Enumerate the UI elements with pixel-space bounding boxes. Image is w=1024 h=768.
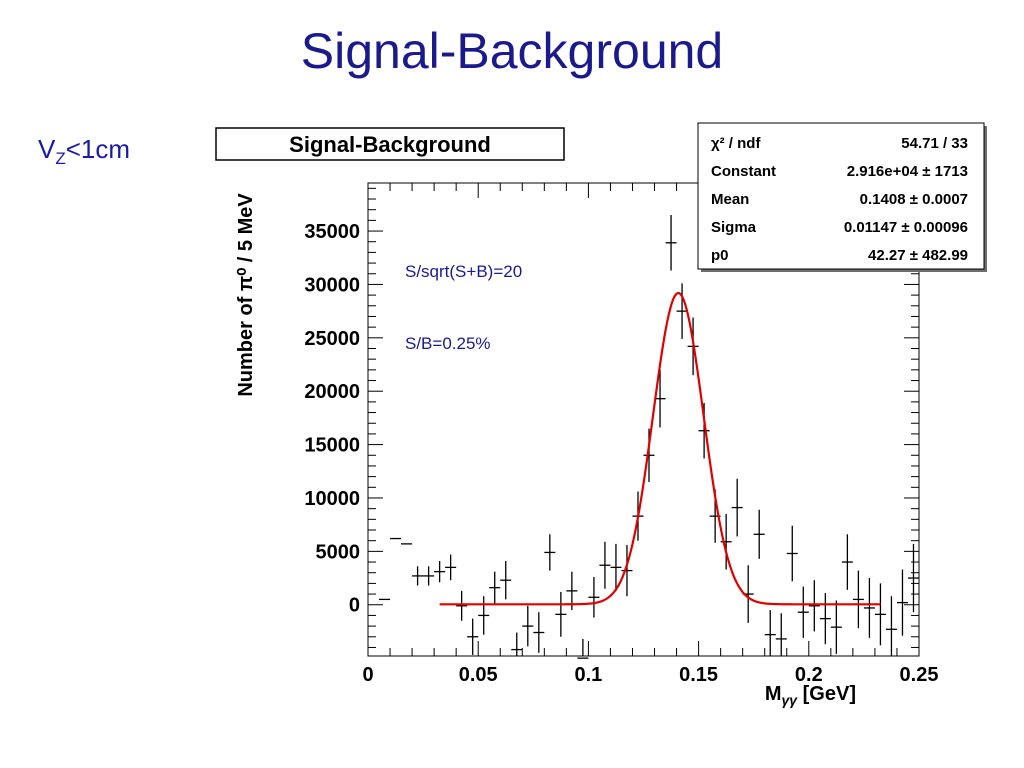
data-point xyxy=(434,560,446,583)
stats-value: 0.1408 ± 0.0007 xyxy=(860,191,968,208)
stats-value: 0.01147 ± 0.00096 xyxy=(844,219,968,236)
x-tick-label: 0.05 xyxy=(459,664,498,686)
data-point xyxy=(731,478,743,537)
histogram-title-frame xyxy=(215,127,565,161)
y-tick-label: 5000 xyxy=(316,541,361,563)
data-point xyxy=(445,554,457,581)
data-point xyxy=(665,215,677,271)
y-tick-label: 10000 xyxy=(304,488,360,510)
data-point xyxy=(841,534,853,590)
data-point xyxy=(830,600,842,654)
data-point xyxy=(555,591,567,637)
data-point xyxy=(478,596,490,635)
data-point xyxy=(885,596,897,656)
x-axis: 0 0.05 0.1 0.15 0.2 0.25 xyxy=(362,183,938,686)
data-point xyxy=(544,534,556,571)
data-point xyxy=(764,610,776,656)
stats-label: Mean xyxy=(711,191,749,208)
x-tick-label: 0.1 xyxy=(574,664,602,686)
y-axis: 0 5000 10000 15000 20000 25000 30000 35000 xyxy=(304,187,919,648)
y-tick-label: 0 xyxy=(349,595,360,617)
stats-value: 54.71 / 33 xyxy=(901,135,968,152)
fit-stats-box: χ² / ndf 54.71 / 33 Constant 2.916e+04 ± 17… xyxy=(697,122,987,272)
data-point xyxy=(610,543,622,591)
stats-label: p0 xyxy=(711,247,729,264)
x-tick-label: 0.25 xyxy=(900,664,939,686)
data-point xyxy=(533,612,545,653)
vz-main: V xyxy=(38,134,56,164)
data-point xyxy=(412,566,424,586)
x-axis-label: Mγγ [GeV] xyxy=(765,683,856,708)
data-point xyxy=(896,569,908,636)
y-tick-label: 15000 xyxy=(304,435,360,457)
y-axis-label: Number of π⁰ / 5 MeV xyxy=(235,193,257,397)
data-point xyxy=(456,590,468,621)
data-point xyxy=(489,571,501,604)
x-tick-label: 0.15 xyxy=(679,664,718,686)
histogram-title-box: Signal-Background xyxy=(215,127,565,161)
data-point xyxy=(522,605,534,647)
vz-cut-label: VZ<1cm xyxy=(38,134,130,169)
annotation-significance: S/sqrt(S+B)=20 xyxy=(405,262,522,281)
x-axis-label-sub: γγ xyxy=(782,692,799,708)
data-point xyxy=(808,580,820,632)
data-point xyxy=(511,632,523,656)
vz-rest: <1cm xyxy=(65,134,131,164)
x-tick-label: 0.2 xyxy=(795,664,823,686)
data-point xyxy=(577,638,589,659)
data-point xyxy=(599,541,611,589)
y-tick-label: 30000 xyxy=(304,274,360,296)
y-tick-label: 35000 xyxy=(304,221,360,243)
x-tick-label: 0 xyxy=(362,664,373,686)
data-point xyxy=(907,543,919,613)
data-point xyxy=(588,576,600,618)
data-point xyxy=(467,618,479,655)
data-point xyxy=(753,509,765,559)
data-point xyxy=(500,560,512,600)
data-point xyxy=(797,586,809,638)
x-axis-label-main: M xyxy=(765,683,782,705)
data-point xyxy=(874,583,886,646)
data-point xyxy=(423,566,435,586)
stats-label: Constant xyxy=(711,163,776,180)
annotation-signal-background-ratio: S/B=0.25% xyxy=(405,334,491,353)
stats-value: 2.916e+04 ± 1713 xyxy=(847,163,968,180)
vz-subscript: Z xyxy=(55,149,66,169)
stats-label: Sigma xyxy=(711,219,757,236)
x-axis-label-unit: [GeV] xyxy=(797,683,856,705)
stats-value: 42.27 ± 482.99 xyxy=(868,247,968,264)
y-tick-label: 20000 xyxy=(304,381,360,403)
data-point xyxy=(863,578,875,638)
stats-label: χ² / ndf xyxy=(711,135,761,152)
plot-frame xyxy=(367,182,920,657)
y-tick-label: 25000 xyxy=(304,328,360,350)
histogram-title: Signal-Background xyxy=(289,132,491,157)
data-point xyxy=(621,544,633,597)
data-point xyxy=(819,593,831,645)
data-point xyxy=(786,525,798,582)
data-point xyxy=(775,613,787,656)
data-points xyxy=(379,215,919,659)
data-point xyxy=(852,570,864,629)
data-point xyxy=(676,283,688,339)
gaussian-fit-curve xyxy=(439,291,881,606)
slide-title: Signal-Background xyxy=(300,23,724,79)
data-point xyxy=(720,513,732,570)
stats-box-frame xyxy=(697,122,985,270)
